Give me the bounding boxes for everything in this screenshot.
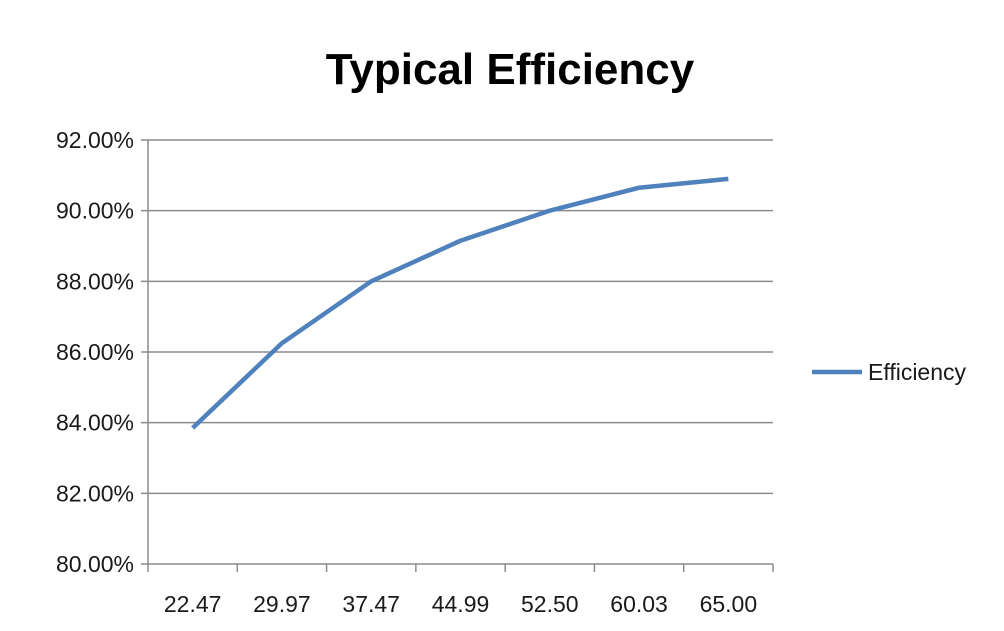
x-tick-label: 22.47 <box>164 591 222 617</box>
gridlines <box>148 139 773 495</box>
series-line-efficiency <box>191 176 729 430</box>
x-tick-label: 65.00 <box>700 591 758 617</box>
x-tick-label: 44.99 <box>432 591 490 617</box>
series-lines <box>191 176 729 430</box>
legend-label: Efficiency <box>868 359 967 385</box>
y-tick-label: 86.00% <box>56 339 134 365</box>
y-tick-label: 88.00% <box>56 268 134 294</box>
y-tick-label: 82.00% <box>56 480 134 506</box>
legend: Efficiency <box>812 359 967 385</box>
y-tick-label: 90.00% <box>56 198 134 224</box>
y-tick-label: 80.00% <box>56 551 134 577</box>
x-tick-label: 52.50 <box>521 591 579 617</box>
chart-title: Typical Efficiency <box>326 45 695 94</box>
x-tick-label: 37.47 <box>342 591 400 617</box>
y-tick-label: 84.00% <box>56 410 134 436</box>
y-tick-label: 92.00% <box>56 127 134 153</box>
x-axis-tick-labels: 22.47 29.97 37.47 44.99 52.50 60.03 65.00 <box>164 591 757 617</box>
y-axis-tick-labels: 80.00% 82.00% 84.00% 86.00% 88.00% 90.00% 92.0… <box>56 127 134 577</box>
x-tick-label: 29.97 <box>253 591 311 617</box>
axes <box>141 139 774 572</box>
x-tick-label: 60.03 <box>610 591 668 617</box>
